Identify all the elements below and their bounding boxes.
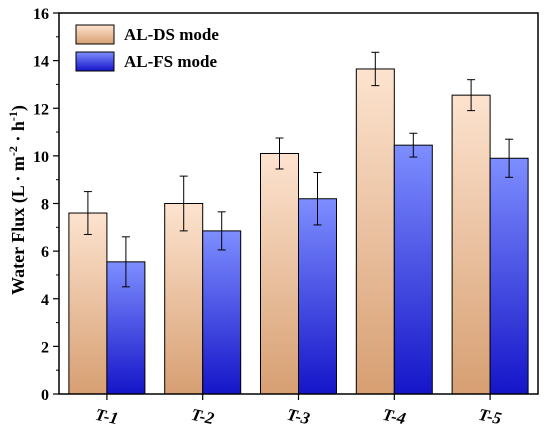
error-bar-al-ds-t-2 [179, 175, 188, 232]
y-tick-label: 2 [41, 339, 49, 356]
y-axis-title: Water Flux (L · m-2 · h-1) [6, 105, 29, 295]
x-tick-label: T-3 [285, 405, 312, 428]
bars-group [68, 68, 529, 395]
y-axis-title-main: Water Flux (L · m [8, 156, 29, 295]
error-bar-al-fs-t-2 [217, 211, 226, 251]
error-bar-al-fs-t-3 [313, 172, 322, 226]
error-bar-al-ds-t-3 [275, 137, 284, 170]
y-axis-title-sup2: -1 [6, 111, 20, 121]
y-tick-label: 4 [41, 292, 49, 309]
legend-swatch [75, 24, 115, 45]
bar-al-fs-t-4 [393, 144, 433, 395]
y-ticks-group: 0 2 4 6 8 10 12 14 16 [33, 6, 59, 404]
error-bar-al-ds-t-1 [83, 191, 92, 235]
bar-al-ds-t-2 [164, 203, 204, 395]
y-axis-title-mid: · h [8, 121, 28, 146]
bar-al-ds-t-3 [260, 152, 299, 395]
y-tick-label: 10 [33, 149, 49, 166]
y-tick-label: 16 [33, 6, 49, 23]
y-tick-label: 8 [41, 197, 49, 214]
bar-al-fs-t-5 [489, 157, 529, 395]
legend: AL-DS mode AL-FS mode [75, 24, 219, 72]
bar-al-ds-t-4 [355, 68, 395, 395]
y-tick-label: 12 [33, 101, 49, 118]
x-ticks-group: T-1 T-2 T-3 T-4 T-5 [94, 394, 504, 428]
legend-item-al-ds: AL-DS mode [75, 24, 219, 45]
error-bar-al-fs-t-5 [505, 138, 514, 178]
bar-al-ds-t-1 [68, 212, 108, 395]
legend-label: AL-DS mode [124, 25, 219, 44]
y-tick-label: 0 [41, 387, 49, 404]
bar-al-fs-t-3 [298, 198, 337, 395]
error-bar-al-fs-t-1 [121, 236, 130, 288]
bar-al-ds-t-5 [451, 94, 491, 395]
error-bar-al-fs-t-4 [409, 132, 418, 158]
x-tick-label: T-4 [381, 405, 407, 428]
y-axis-title-sup1: -2 [6, 146, 20, 156]
bar-al-fs-t-2 [202, 230, 242, 395]
x-tick-label: T-2 [189, 405, 216, 428]
legend-item-al-fs: AL-FS mode [75, 51, 217, 72]
error-bar-al-ds-t-4 [371, 51, 380, 87]
x-tick-label: T-1 [94, 405, 120, 428]
legend-swatch [75, 51, 115, 72]
x-tick-label: T-5 [477, 405, 504, 428]
error-bars-group [83, 51, 514, 288]
error-bar-al-ds-t-5 [467, 79, 476, 112]
y-tick-label: 6 [41, 244, 49, 261]
legend-label: AL-FS mode [124, 52, 217, 71]
y-tick-label: 14 [33, 54, 49, 71]
y-axis-title-end: ) [8, 105, 29, 111]
